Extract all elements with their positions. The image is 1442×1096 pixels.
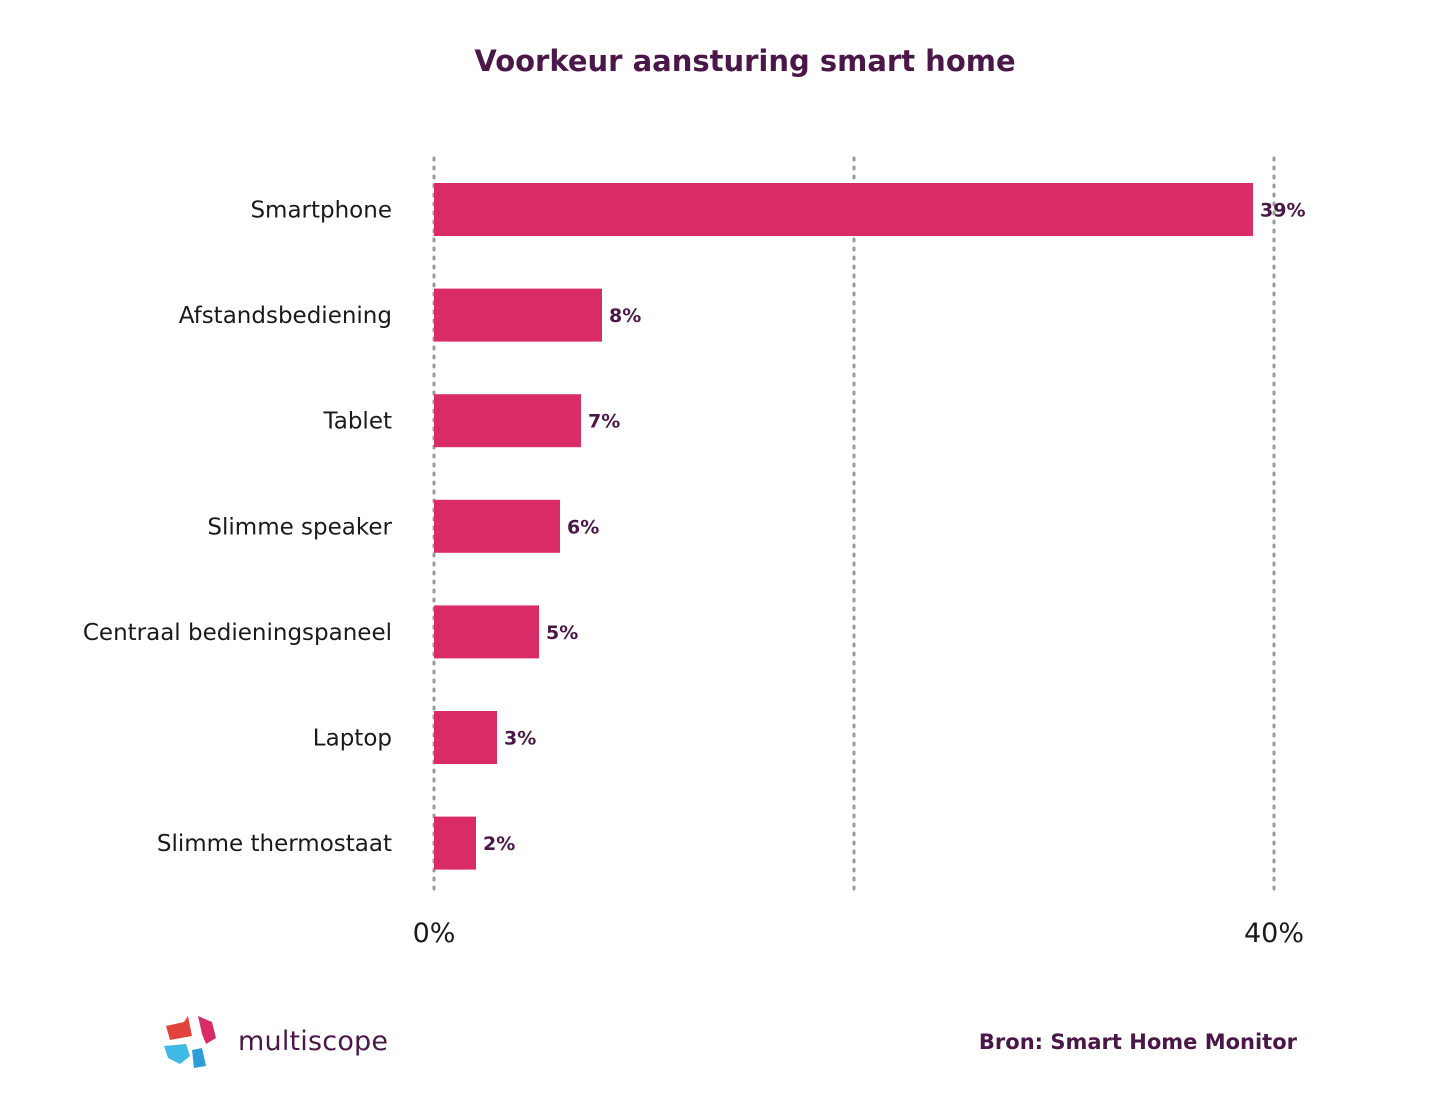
source-note: Bron: Smart Home Monitor	[978, 1030, 1297, 1054]
category-label-2: Tablet	[323, 409, 393, 435]
value-label-5: 3%	[504, 728, 536, 750]
category-label-0: Smartphone	[250, 198, 392, 224]
bar-1	[434, 288, 602, 342]
value-label-6: 2%	[483, 833, 515, 855]
value-label-2: 7%	[588, 411, 620, 433]
category-label-3: Slimme speaker	[207, 514, 392, 540]
value-label-0: 39%	[1260, 200, 1305, 222]
bar-5	[434, 711, 497, 764]
value-label-3: 6%	[567, 516, 599, 538]
x-tick-label-2: 40%	[1244, 918, 1304, 949]
chart-title: Voorkeur aansturing smart home	[474, 44, 1016, 78]
bar-6	[434, 816, 476, 870]
bar-4	[434, 605, 539, 659]
bar-chart: 0% 40% Smartphone 39% Afstandsbediening 8% Tab…	[83, 156, 1305, 949]
category-label-6: Slimme thermostaat	[157, 831, 392, 857]
x-tick-label-0: 0%	[413, 918, 456, 949]
value-label-1: 8%	[609, 305, 641, 327]
bar-0	[434, 183, 1253, 236]
category-label-5: Laptop	[313, 726, 392, 752]
bar-2	[434, 394, 581, 448]
value-label-4: 5%	[546, 622, 578, 644]
logo-text: multiscope	[238, 1025, 389, 1057]
bar-3	[434, 499, 560, 553]
multiscope-logo: multiscope	[162, 1012, 388, 1070]
category-label-4: Centraal bedieningspaneel	[83, 620, 392, 646]
category-label-1: Afstandsbediening	[179, 303, 392, 329]
multiscope-logo-icon	[164, 1016, 216, 1068]
